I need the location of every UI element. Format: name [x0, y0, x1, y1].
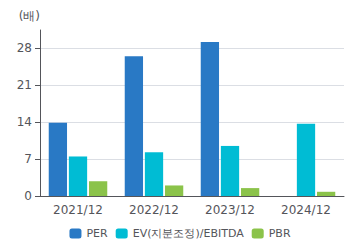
svg-text:2024/12: 2024/12 — [281, 203, 331, 217]
svg-text:2023/12: 2023/12 — [205, 203, 255, 217]
svg-text:PBR: PBR — [269, 227, 291, 240]
svg-text:PER: PER — [86, 227, 108, 240]
svg-text:7: 7 — [24, 152, 32, 166]
svg-text:0: 0 — [24, 189, 32, 203]
svg-text:28: 28 — [17, 41, 32, 55]
svg-text:21: 21 — [17, 78, 32, 92]
svg-text:2021/12: 2021/12 — [53, 203, 103, 217]
svg-text:14: 14 — [17, 115, 32, 129]
svg-text:EV(지분조정)/EBITDA: EV(지분조정)/EBITDA — [133, 227, 245, 240]
svg-text:2022/12: 2022/12 — [129, 203, 179, 217]
svg-text:(배): (배) — [19, 9, 40, 23]
